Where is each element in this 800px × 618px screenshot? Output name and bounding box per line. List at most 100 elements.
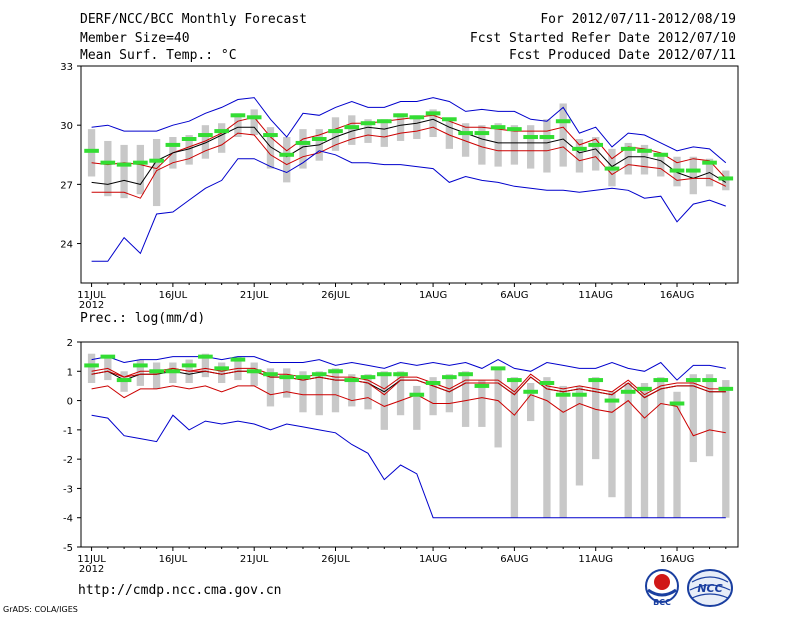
footer-url[interactable]: http://cmdp.ncc.cma.gov.cn: [78, 583, 282, 598]
temp-plot-frame: [80, 65, 739, 284]
prec-y-tick-label: -5: [63, 543, 73, 554]
prec-line-lower: [91, 385, 726, 437]
temp-spread-box: [526, 125, 535, 169]
prec-spread-box: [559, 385, 567, 518]
prec-x-tick-label: 16AUG: [660, 554, 695, 565]
prec-spread-box: [348, 374, 356, 407]
temp-x-tick-label: 11JUL: [77, 290, 106, 301]
temp-x-tick-label: 11AUG: [578, 290, 613, 301]
prec-line-upper: [91, 367, 726, 396]
prec-spread-box: [266, 368, 275, 407]
temp-spread-box: [429, 109, 437, 138]
prec-spread-box: [364, 374, 372, 410]
prec-spread-box: [380, 371, 388, 430]
prec-spread-box: [283, 368, 291, 398]
prec-x-tick-label: 6AUG: [500, 554, 528, 565]
temp-spread-box: [348, 115, 356, 145]
prec-spread-box: [315, 371, 323, 416]
prec-x-tick-label: 16JUL: [159, 554, 188, 565]
temp-spread-box: [413, 115, 421, 139]
prec-spread-box: [624, 383, 632, 518]
temp-line-mean: [91, 118, 727, 185]
bcc-logo-text: BCC: [653, 598, 671, 607]
temp-spread-box: [478, 125, 486, 165]
temp-spread-box: [592, 137, 600, 171]
temp-spread-box: [461, 123, 470, 157]
prec-spread-box: [250, 362, 258, 386]
bcc-logo: BCC: [642, 568, 682, 608]
temp-y-tick-label: 24: [60, 240, 73, 251]
prec-spread-box: [526, 383, 535, 422]
temp-spread-box: [689, 156, 697, 195]
temp-spread-box: [152, 138, 161, 207]
temp-y-tick-label: 27: [60, 180, 73, 191]
temp-y-tick-label: 33: [60, 62, 73, 73]
temp-x-tick-label: 21JUL: [240, 290, 269, 301]
temp-spread-box: [234, 113, 242, 138]
temp-spread-box: [104, 140, 112, 197]
prec-spread-box: [657, 377, 665, 518]
prec-spread-box: [87, 353, 96, 383]
prec-line-ensemble-mean: [91, 367, 726, 399]
temp-spread-box: [266, 127, 275, 169]
ncc-logo-icon: NCC: [687, 569, 733, 607]
prec-x-tick-label: 26JUL: [321, 554, 350, 565]
temp-spread-box: [640, 144, 649, 175]
temp-spread-box: [218, 123, 226, 153]
prec-y-tick-label: 1: [67, 367, 73, 378]
temp-x-year-label: 2012: [79, 300, 104, 311]
prec-x-tick-label: 1AUG: [419, 554, 447, 565]
prec-panel-title: Prec.: log(mm/d): [80, 311, 205, 326]
chart-title: DERF/NCC/BCC Monthly Forecast: [80, 12, 307, 27]
temp-spread-box: [331, 117, 340, 151]
temp-spread-box: [657, 152, 665, 177]
ncc-logo: NCC: [686, 568, 734, 608]
temp-spread-box: [299, 129, 307, 169]
temp-spread-box: [380, 119, 388, 147]
prec-spread-box: [218, 362, 226, 383]
prec-y-tick-label: -4: [63, 514, 73, 525]
temp-spread-box: [136, 144, 145, 195]
variable-label: Mean Surf. Temp.: °C: [80, 48, 237, 63]
temp-line-lower: [91, 126, 727, 199]
prec-x-tick-label: 11AUG: [578, 554, 613, 565]
temp-x-tick-label: 16AUG: [660, 290, 695, 301]
temp-spread-box: [396, 113, 405, 141]
grads-credit: GrADS: COLA/IGES: [3, 605, 78, 614]
temp-spread-box: [201, 125, 210, 159]
start-date-label: Fcst Started Refer Date 2012/07/10: [469, 31, 736, 46]
prec-spread-box: [136, 359, 145, 386]
temp-spread-box: [185, 135, 193, 165]
prec-spread-box: [461, 371, 470, 427]
prec-spread-box: [396, 371, 405, 416]
prec-spread-box: [510, 377, 519, 518]
prec-x-year-label: 2012: [79, 564, 104, 575]
prec-spread-box: [640, 383, 649, 518]
prec-plot-frame: [80, 341, 739, 548]
temp-spread-box: [575, 138, 584, 173]
prec-spread-box: [673, 391, 681, 518]
temp-spread-box: [494, 123, 502, 167]
temp-spread-box: [543, 119, 551, 173]
prec-y-tick-label: -1: [63, 426, 73, 437]
member-size-label: Member Size=40: [80, 31, 190, 46]
temp-x-tick-label: 1AUG: [419, 290, 447, 301]
bcc-logo-icon: BCC: [645, 569, 679, 607]
prec-spread-box: [478, 380, 486, 427]
prec-spread-box: [331, 368, 340, 413]
prec-spread-box: [689, 374, 697, 463]
prec-line-min: [91, 414, 726, 519]
prec-line-max: [91, 356, 726, 381]
temp-x-tick-label: 26JUL: [321, 290, 350, 301]
temp-spread-box: [364, 119, 372, 143]
prec-x-tick-label: 11JUL: [77, 554, 106, 565]
prec-spread-box: [575, 385, 584, 486]
prec-spread-box: [494, 368, 502, 448]
prec-spread-box: [299, 371, 307, 413]
prec-y-tick-label: 0: [67, 397, 73, 408]
temp-spread-box: [445, 119, 454, 149]
temp-y-tick-label: 30: [60, 121, 73, 132]
ncc-logo-text: NCC: [697, 582, 722, 595]
temp-spread-box: [510, 125, 519, 165]
temp-line-max: [91, 97, 727, 164]
